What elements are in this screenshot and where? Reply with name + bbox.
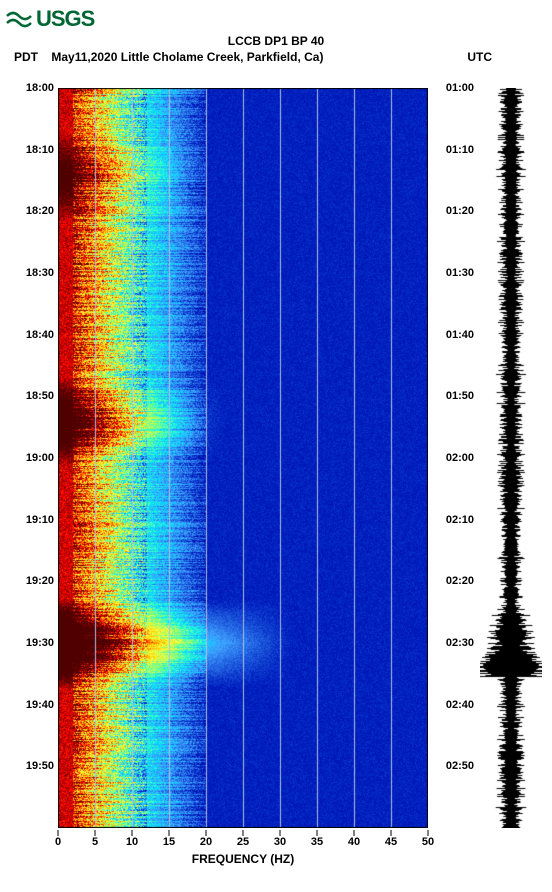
y-right-tick: 02:50 xyxy=(432,760,474,772)
x-tick-label: 50 xyxy=(422,836,434,848)
y-left-tick: 18:30 xyxy=(8,267,54,279)
x-tick-label: 15 xyxy=(163,836,175,848)
y-left-tick: 18:10 xyxy=(8,144,54,156)
y-axis-right-utc: 01:0001:1001:2001:3001:4001:5002:0002:10… xyxy=(432,88,474,828)
y-left-tick: 18:20 xyxy=(8,205,54,217)
y-left-tick: 18:40 xyxy=(8,329,54,341)
y-left-tick: 19:40 xyxy=(8,699,54,711)
y-left-tick: 19:30 xyxy=(8,637,54,649)
x-axis-frequency: FREQUENCY (HZ) 05101520253035404550 xyxy=(58,830,428,870)
spectrogram-panel xyxy=(58,88,428,828)
y-right-tick: 02:00 xyxy=(432,452,474,464)
location-label: Little Cholame Creek, Parkfield, Ca) xyxy=(121,50,324,64)
tz-left-label: PDT xyxy=(14,50,38,64)
x-tick-label: 40 xyxy=(348,836,360,848)
x-tick-label: 30 xyxy=(274,836,286,848)
y-right-tick: 02:40 xyxy=(432,699,474,711)
y-left-tick: 19:00 xyxy=(8,452,54,464)
seismogram-canvas xyxy=(480,88,542,828)
y-left-tick: 18:50 xyxy=(8,390,54,402)
x-axis-label: FREQUENCY (HZ) xyxy=(58,852,428,866)
seismogram-panel xyxy=(480,88,542,828)
x-tick-label: 20 xyxy=(200,836,212,848)
y-right-tick: 01:20 xyxy=(432,205,474,217)
y-right-tick: 01:40 xyxy=(432,329,474,341)
tz-right-label: UTC xyxy=(467,50,492,64)
x-tick-label: 35 xyxy=(311,836,323,848)
y-left-tick: 18:00 xyxy=(8,82,54,94)
y-left-tick: 19:50 xyxy=(8,760,54,772)
y-right-tick: 01:30 xyxy=(432,267,474,279)
x-tick-label: 0 xyxy=(55,836,61,848)
y-right-tick: 01:00 xyxy=(432,82,474,94)
y-axis-left-pdt: 18:0018:1018:2018:3018:4018:5019:0019:10… xyxy=(8,88,54,828)
y-right-tick: 02:10 xyxy=(432,514,474,526)
y-right-tick: 01:50 xyxy=(432,390,474,402)
date-label: May11,2020 xyxy=(51,50,117,64)
y-right-tick: 01:10 xyxy=(432,144,474,156)
x-tick-label: 5 xyxy=(92,836,98,848)
spectrogram-canvas xyxy=(58,88,428,828)
y-right-tick: 02:30 xyxy=(432,637,474,649)
usgs-logo: USGS xyxy=(6,6,94,32)
x-tick-label: 10 xyxy=(126,836,138,848)
chart-title: LCCB DP1 BP 40 xyxy=(0,34,552,48)
y-right-tick: 02:20 xyxy=(432,575,474,587)
x-tick-label: 45 xyxy=(385,836,397,848)
x-tick-label: 25 xyxy=(237,836,249,848)
y-left-tick: 19:20 xyxy=(8,575,54,587)
y-left-tick: 19:10 xyxy=(8,514,54,526)
wave-icon xyxy=(6,8,32,30)
logo-text: USGS xyxy=(36,6,94,32)
chart-subtitle: PDT May11,2020 Little Cholame Creek, Par… xyxy=(0,50,552,64)
